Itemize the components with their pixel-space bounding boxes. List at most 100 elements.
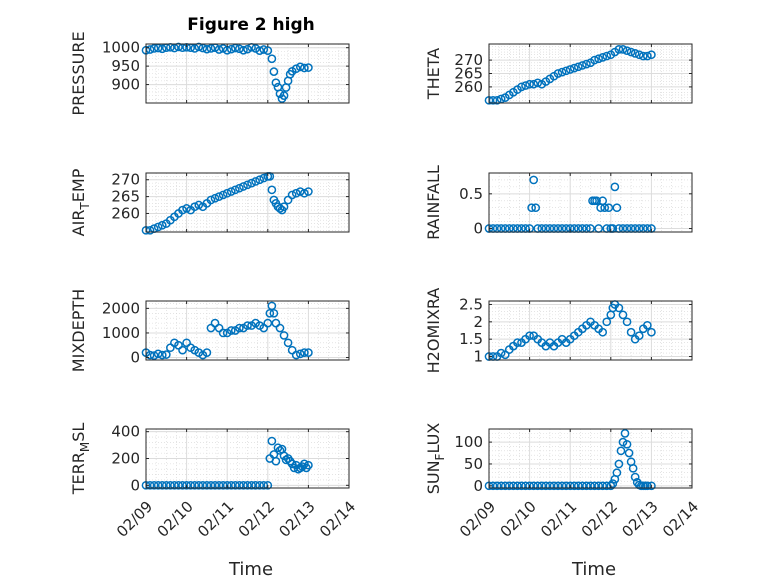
data-point [586, 481, 595, 491]
x-tick-label: 02/10 [497, 498, 540, 541]
data-point [553, 69, 563, 78]
data-point [263, 318, 273, 328]
subplot-rainfall: 0 0.5 RAINFALL [424, 165, 693, 240]
data-point [616, 446, 626, 456]
data-point [496, 481, 506, 491]
data-point [202, 44, 212, 54]
data-point [504, 481, 514, 491]
data-point [620, 429, 630, 438]
data-point [525, 481, 534, 491]
data-point [557, 481, 567, 491]
data-point [149, 44, 159, 53]
y-tick-label: 265 [111, 188, 140, 206]
data-point [243, 180, 252, 190]
y-tick-label: 100 [454, 433, 483, 451]
data-point [492, 95, 502, 105]
x-tick-label: 02/12 [578, 498, 621, 541]
plot-area [146, 301, 349, 360]
data-point [182, 480, 191, 490]
x-tick-label: 02/13 [618, 498, 661, 541]
y-tick-label: 260 [111, 204, 140, 222]
y-tick-label: 0 [130, 476, 140, 494]
data-point [578, 481, 587, 491]
data-point [190, 480, 200, 490]
data-point [600, 203, 610, 213]
data-point [509, 481, 518, 491]
subplot-h2omixra: 11.522.5 H2OMIXRA [424, 288, 693, 374]
data-point [269, 308, 279, 318]
axes-box [145, 172, 350, 233]
data-point [214, 192, 224, 201]
data-point [170, 480, 179, 490]
data-point [243, 480, 252, 490]
data-point [259, 45, 269, 54]
y-tick-label: 1000 [102, 39, 140, 57]
data-point [561, 66, 571, 76]
data-point [194, 42, 204, 52]
data-point [304, 348, 313, 357]
y-tick-label: 265 [454, 65, 483, 83]
data-point [161, 480, 171, 490]
data-point [647, 327, 656, 337]
data-point [295, 62, 305, 72]
data-point [573, 481, 583, 491]
data-point [255, 480, 265, 490]
x-tick-label: 02/14 [316, 498, 359, 541]
data-point [299, 348, 309, 357]
data-point [602, 317, 612, 327]
data-point [279, 331, 289, 340]
data-point [230, 480, 240, 490]
data-point [525, 331, 534, 341]
data-point [178, 205, 187, 215]
data-point [513, 338, 522, 347]
data-point [304, 187, 313, 196]
data-point [291, 350, 301, 360]
data-point [263, 46, 273, 55]
plot-area [489, 301, 692, 360]
data-point [206, 480, 216, 490]
data-point [531, 203, 541, 213]
y-tick-label: 270 [111, 171, 140, 189]
data-point [614, 303, 624, 313]
data-point [247, 480, 256, 490]
data-point [206, 44, 216, 53]
data-point [194, 200, 204, 210]
data-point [235, 183, 244, 193]
data-point [565, 65, 575, 74]
data-point [598, 53, 608, 62]
data-point [299, 188, 309, 198]
data-point [267, 54, 277, 64]
data-point [590, 481, 599, 491]
y-tick-label: 2000 [102, 299, 140, 317]
data-point [594, 54, 603, 64]
data-point [243, 44, 252, 54]
data-point [500, 350, 510, 360]
data-point [157, 350, 167, 360]
data-point [214, 45, 224, 54]
y-tick-label: 2 [473, 313, 483, 331]
data-point [630, 49, 640, 58]
data-point [275, 204, 285, 213]
y-axis-label: PRESSURE [69, 31, 88, 115]
data-point [218, 44, 228, 53]
data-point [153, 222, 163, 232]
data-point [618, 310, 628, 320]
data-point [206, 195, 216, 205]
data-point [269, 67, 279, 77]
data-point [304, 63, 313, 72]
y-axis-label: H2OMIXRA [424, 288, 443, 374]
data-point [598, 481, 608, 491]
data-point [622, 46, 632, 56]
data-point [226, 187, 236, 196]
data-point [157, 44, 167, 54]
data-point [299, 63, 309, 73]
data-point [553, 481, 563, 491]
data-point [174, 42, 183, 52]
data-point [210, 480, 220, 490]
y-tick-label: 260 [454, 78, 483, 96]
data-point [218, 328, 228, 338]
